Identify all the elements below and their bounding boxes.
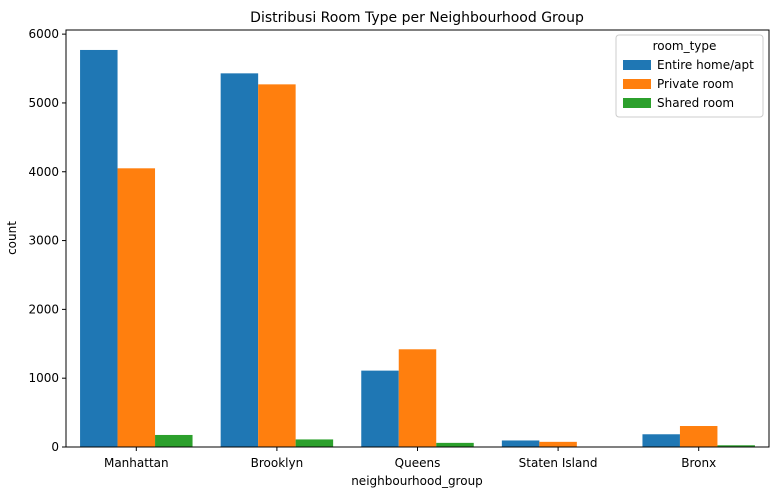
- x-axis-label: neighbourhood_group: [351, 474, 483, 488]
- y-tick-label: 0: [51, 440, 59, 454]
- x-tick-label: Staten Island: [519, 456, 598, 470]
- x-axis: Manhattan Brooklyn Queens Staten Island Bron…: [104, 447, 716, 470]
- bar-entire-home-apt-manhattan: [80, 50, 117, 447]
- bar-shared-room-brooklyn: [296, 439, 333, 447]
- x-tick-label: Bronx: [681, 456, 716, 470]
- y-tick-label: 6000: [28, 27, 59, 41]
- bar-private-room-manhattan: [118, 168, 155, 447]
- y-tick-label: 4000: [28, 165, 59, 179]
- legend: room_type Entire home/apt Private room Shar…: [616, 35, 763, 117]
- x-tick-label: Queens: [395, 456, 441, 470]
- bar-entire-home-apt-bronx: [642, 434, 679, 447]
- y-tick-label: 2000: [28, 302, 59, 316]
- x-tick-label: Brooklyn: [251, 456, 304, 470]
- legend-entry: Entire home/apt: [657, 58, 754, 72]
- bar-entire-home-apt-brooklyn: [221, 73, 258, 447]
- y-tick-label: 3000: [28, 234, 59, 248]
- legend-title: room_type: [653, 39, 717, 53]
- bar-private-room-queens: [399, 349, 436, 447]
- bar-private-room-staten-island: [539, 442, 576, 447]
- legend-entry: Private room: [657, 77, 734, 91]
- y-tick-label: 1000: [28, 371, 59, 385]
- bar-entire-home-apt-queens: [361, 371, 398, 447]
- chart-title: Distribusi Room Type per Neighbourhood G…: [250, 10, 584, 26]
- legend-swatch: [623, 60, 651, 70]
- y-tick-label: 5000: [28, 96, 59, 110]
- y-axis: 0 1000 2000 3000 4000 5000 6000: [28, 27, 66, 454]
- legend-swatch: [623, 98, 651, 108]
- legend-entry: Shared room: [657, 96, 734, 110]
- bar-entire-home-apt-staten-island: [502, 440, 539, 447]
- bar-private-room-brooklyn: [258, 84, 295, 447]
- bar-shared-room-queens: [436, 443, 473, 447]
- bar-shared-room-manhattan: [155, 435, 192, 447]
- legend-swatch: [623, 79, 651, 89]
- x-tick-label: Manhattan: [104, 456, 169, 470]
- y-axis-label: count: [5, 221, 19, 255]
- bar-private-room-bronx: [680, 426, 717, 447]
